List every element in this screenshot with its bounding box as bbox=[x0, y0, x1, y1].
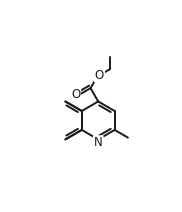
Text: O: O bbox=[95, 68, 104, 81]
Text: O: O bbox=[71, 88, 80, 102]
Text: N: N bbox=[94, 136, 103, 149]
